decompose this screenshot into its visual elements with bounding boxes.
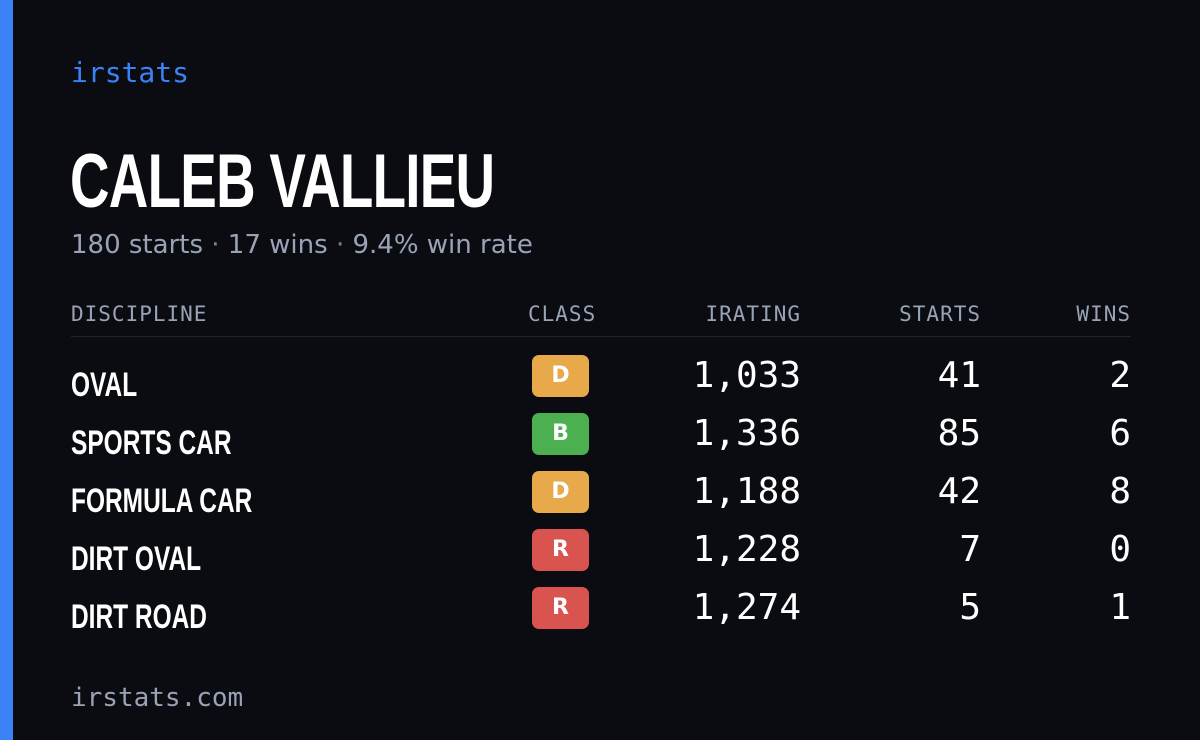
table-row: DIRT OVAL R 1,228 7 0	[71, 525, 1131, 583]
starts-value: 85	[937, 413, 981, 454]
header-starts: STARTS	[899, 302, 981, 326]
table-row: SPORTS CAR B 1,336 85 6	[71, 409, 1131, 467]
discipline-name: DIRT ROAD	[71, 598, 208, 636]
starts-value: 42	[937, 471, 981, 512]
summary-separator: ·	[335, 230, 345, 260]
discipline-name: SPORTS CAR	[71, 424, 232, 462]
table-body: OVAL D 1,033 41 2 SPORTS CAR B 1,336 85 …	[71, 337, 1131, 641]
starts-summary: 180 starts	[71, 230, 203, 260]
table-header: DISCIPLINE CLASS IRATING STARTS WINS	[71, 296, 1131, 337]
summary-separator: ·	[211, 230, 220, 260]
header-class: CLASS	[528, 302, 597, 326]
irating-value: 1,228	[692, 529, 801, 570]
win-rate-summary: 9.4% win rate	[352, 230, 533, 260]
starts-value: 41	[937, 355, 981, 396]
class-badge: D	[532, 355, 589, 397]
wins-value: 2	[1109, 355, 1131, 396]
wins-value: 6	[1109, 413, 1131, 454]
discipline-table: DISCIPLINE CLASS IRATING STARTS WINS OVA…	[71, 296, 1131, 641]
starts-value: 5	[959, 587, 981, 628]
discipline-name: DIRT OVAL	[71, 540, 202, 578]
header-wins: WINS	[1076, 302, 1131, 326]
wins-value: 8	[1109, 471, 1131, 512]
starts-value: 7	[959, 529, 981, 570]
class-badge: B	[532, 413, 589, 455]
class-badge: D	[532, 471, 589, 513]
irating-value: 1,033	[692, 355, 801, 396]
driver-name: CALEB VALLIEU	[70, 139, 495, 224]
header-discipline: DISCIPLINE	[71, 302, 208, 326]
header-irating: IRATING	[705, 302, 801, 326]
brand-logo: irstats	[71, 56, 190, 89]
class-badge: R	[532, 529, 589, 571]
irating-value: 1,336	[692, 413, 801, 454]
table-row: DIRT ROAD R 1,274 5 1	[71, 583, 1131, 641]
table-row: FORMULA CAR D 1,188 42 8	[71, 467, 1131, 525]
driver-summary: 180 starts · 17 wins · 9.4% win rate	[71, 228, 533, 262]
class-badge: R	[532, 587, 589, 629]
irating-value: 1,274	[692, 587, 801, 628]
wins-summary: 17 wins	[227, 230, 328, 260]
irating-value: 1,188	[692, 471, 801, 512]
table-row: OVAL D 1,033 41 2	[71, 351, 1131, 409]
discipline-name: OVAL	[71, 366, 138, 404]
discipline-name: FORMULA CAR	[71, 482, 253, 520]
wins-value: 1	[1109, 587, 1131, 628]
wins-value: 0	[1109, 529, 1131, 570]
accent-bar	[0, 0, 13, 740]
footer-url: irstats.com	[71, 683, 244, 713]
